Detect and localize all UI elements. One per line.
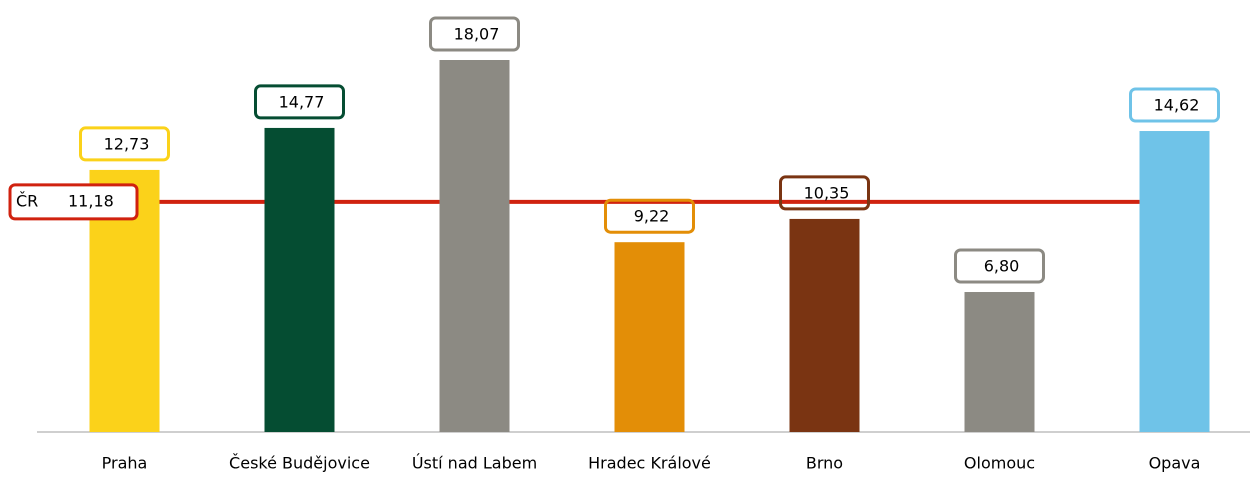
bar (1139, 131, 1210, 432)
value-label: 10,35 (804, 183, 850, 202)
value-label: 14,77 (279, 92, 325, 111)
value-label-box (1129, 87, 1220, 123)
bar (439, 60, 510, 432)
x-tick-label: Ústí nad Labem (412, 454, 537, 473)
x-tick-label: Opava (1149, 454, 1201, 473)
value-label: 6,80 (984, 257, 1020, 276)
x-tick-label: Olomouc (964, 454, 1035, 473)
value-label-box (429, 16, 520, 52)
bar (614, 242, 685, 432)
bar (264, 127, 335, 433)
value-label: 12,73 (104, 134, 150, 153)
value-label: 9,22 (634, 207, 670, 226)
value-label-box (779, 175, 870, 211)
reference-label: ČR (16, 191, 38, 210)
value-label-box (954, 248, 1045, 284)
reference-value-label: 11,18 (68, 191, 114, 210)
value-label: 18,07 (454, 25, 500, 44)
bar (789, 218, 860, 432)
bar (964, 292, 1035, 432)
value-label: 14,62 (1154, 96, 1200, 115)
value-label-box (604, 198, 695, 234)
reference-label-box (8, 183, 139, 221)
value-label-box (79, 126, 170, 162)
x-tick-label: Hradec Králové (588, 454, 711, 473)
x-tick-label: Praha (102, 454, 148, 473)
x-tick-label: Brno (806, 454, 843, 473)
x-tick-label: České Budějovice (229, 454, 370, 473)
value-label-box (254, 84, 345, 120)
